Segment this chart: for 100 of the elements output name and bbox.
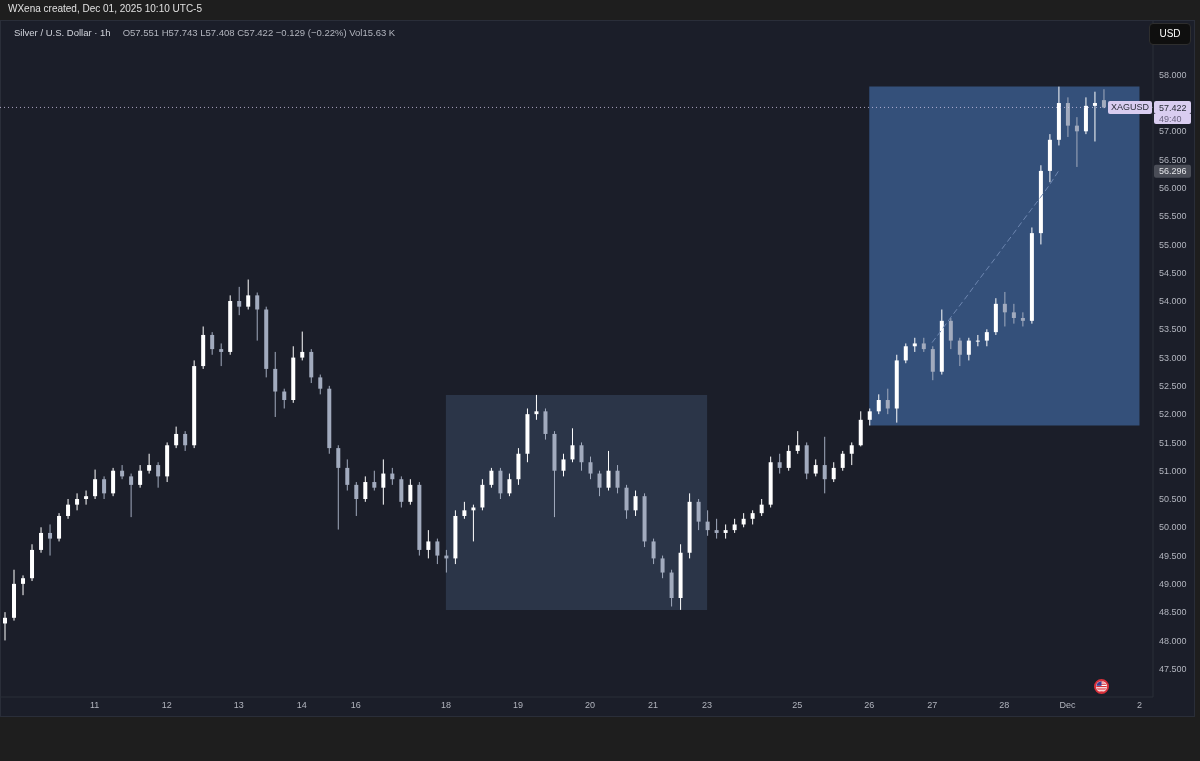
y-tick-label: 53.000 — [1159, 352, 1187, 363]
candlestick — [975, 334, 980, 347]
candlestick — [930, 345, 935, 381]
candlestick — [696, 498, 701, 531]
candlestick — [957, 337, 962, 367]
x-tick-label: 14 — [296, 700, 307, 711]
candlestick — [435, 538, 440, 565]
candlestick — [147, 453, 152, 475]
candlestick — [300, 331, 305, 361]
candlestick — [102, 475, 107, 500]
candlestick — [1002, 291, 1007, 327]
ref-line-label: XAGUSD — [1107, 100, 1152, 114]
candlestick — [966, 337, 971, 361]
candlestick — [1092, 91, 1097, 142]
y-tick-label: 50.500 — [1159, 494, 1187, 505]
candlestick — [1101, 88, 1106, 109]
candlestick — [48, 523, 53, 557]
candlestick — [1065, 96, 1070, 138]
candlestick — [84, 490, 89, 506]
y-tick-label: 57.422 — [1159, 102, 1187, 113]
candlestick — [507, 473, 512, 497]
candlestick — [129, 473, 134, 518]
x-tick-label: 2 — [1136, 700, 1142, 711]
y-tick-label: 55.000 — [1159, 239, 1187, 250]
candlestick — [75, 492, 80, 511]
line-series — [931, 170, 1059, 343]
candlestick — [498, 467, 503, 500]
candlestick — [381, 458, 386, 506]
candlestick — [336, 444, 341, 531]
candlestick — [57, 512, 62, 542]
x-tick-label: Dec — [1059, 700, 1076, 711]
y-tick-label: 52.000 — [1159, 409, 1187, 420]
y-tick-label: 48.500 — [1159, 607, 1187, 618]
candlestick — [777, 453, 782, 475]
candlestick — [903, 342, 908, 364]
y-tick-label: 54.500 — [1159, 267, 1187, 278]
candlestick — [219, 342, 224, 367]
candlestick — [183, 430, 188, 452]
candlestick — [660, 555, 665, 579]
candlestick — [561, 453, 566, 477]
x-tick-label: 23 — [702, 700, 713, 711]
candlestick — [489, 467, 494, 489]
x-tick-label: 18 — [440, 700, 451, 711]
x-tick-label: 21 — [648, 700, 659, 711]
candlestick — [795, 430, 800, 455]
candlestick — [372, 470, 377, 492]
y-tick-label: 58.000 — [1159, 69, 1187, 80]
candlestick — [1020, 311, 1025, 327]
candlestick — [426, 529, 431, 559]
y-axis-title: USD — [1149, 23, 1191, 45]
candlestick — [210, 331, 215, 356]
candlestick — [354, 481, 359, 517]
y-tick-label: 47.500 — [1159, 663, 1187, 674]
text: O57.551 H57.743 L57.408 C57.422 −0.129 (−0.22%) Vol15.63 K — [122, 27, 396, 38]
candlestick — [606, 450, 611, 492]
y-tick-label: 55.500 — [1159, 211, 1187, 222]
y-tick-label: 51.000 — [1159, 465, 1187, 476]
candlestick — [399, 475, 404, 508]
candlestick — [651, 538, 656, 565]
text: WXena created, Dec 01, 2025 10:10 UTC-5 — [8, 3, 202, 14]
y-tick-label: 49.000 — [1159, 579, 1187, 590]
text: 49:40 — [1154, 113, 1191, 124]
candlestick — [570, 427, 575, 463]
candlestick — [345, 458, 350, 492]
x-tick-label: 13 — [233, 700, 244, 711]
candlestick — [615, 464, 620, 494]
x-tick-label: 28 — [999, 700, 1010, 711]
candlestick — [21, 574, 26, 596]
candlestick — [840, 450, 845, 472]
candlestick — [93, 469, 98, 500]
x-tick-label: 25 — [792, 700, 803, 711]
candlestick — [885, 388, 890, 415]
candlestick — [255, 292, 260, 342]
y-tick-label: 56.500 — [1159, 154, 1187, 165]
candlestick — [237, 286, 242, 316]
candlestick — [705, 509, 710, 537]
candlestick — [534, 394, 539, 421]
candlestick — [138, 464, 143, 489]
candlestick — [246, 279, 251, 310]
y-tick-label: 49.500 — [1159, 550, 1187, 561]
x-tick-label: 26 — [864, 700, 875, 711]
x-tick-label: 20 — [585, 700, 596, 711]
candlestick — [588, 456, 593, 480]
candlestick — [579, 441, 584, 472]
y-tick-label: 56.000 — [1159, 183, 1187, 194]
candlestick — [273, 351, 278, 418]
candlestick — [849, 441, 854, 466]
text: Silver / U.S. Dollar · 1h — [14, 27, 111, 38]
y-tick-label: 57.000 — [1159, 126, 1187, 137]
y-tick-label: 48.000 — [1159, 635, 1187, 646]
candlestick — [318, 374, 323, 395]
candlestick — [633, 490, 638, 517]
candlestick — [831, 461, 836, 483]
y-tick-label: 54.000 — [1159, 296, 1187, 307]
candlestick — [1011, 303, 1016, 325]
candlestick — [111, 467, 116, 497]
candlestick — [471, 504, 476, 542]
candlestick — [282, 388, 287, 409]
candlestick — [363, 475, 368, 503]
candlestick — [786, 444, 791, 472]
